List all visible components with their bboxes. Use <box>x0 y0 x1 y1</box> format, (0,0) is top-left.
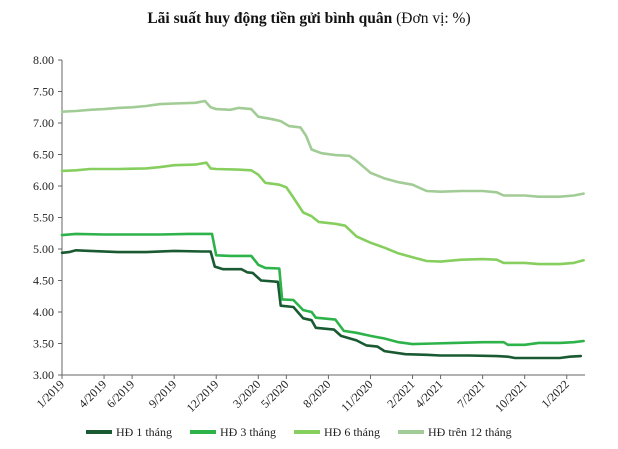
x-tick-label: 3/2020 <box>230 377 263 410</box>
x-tick-label: 4/2021 <box>412 377 445 410</box>
y-tick-label: 5.50 <box>33 211 54 225</box>
x-tick-label: 9/2019 <box>146 377 179 410</box>
x-tick-label: 11/2020 <box>338 377 375 414</box>
y-tick-label: 8.00 <box>33 53 54 67</box>
y-tick-label: 6.50 <box>33 148 54 162</box>
series-line-3 <box>60 161 585 266</box>
chart-title-unit: (Đơn vị: %) <box>396 10 471 27</box>
series-line-2 <box>60 232 585 347</box>
y-tick-label: 7.50 <box>33 85 54 99</box>
legend: HĐ 1 tháng HĐ 3 tháng HĐ 6 tháng HĐ trên 12… <box>86 425 512 439</box>
x-tick-label: 2/2021 <box>384 377 417 410</box>
y-tick-label: 7.00 <box>33 116 54 130</box>
x-tick-label: 6/2019 <box>104 377 137 410</box>
x-tick-label: 8/2020 <box>300 377 333 410</box>
x-tick-label: 4/2019 <box>76 377 109 410</box>
legend-label-4: HĐ trên 12 tháng <box>428 425 512 439</box>
y-tick-label: 4.50 <box>33 274 54 288</box>
y-tick-label: 5.00 <box>33 242 54 256</box>
series-layer <box>60 99 585 360</box>
legend-label-1: HĐ 1 tháng <box>116 425 172 439</box>
y-tick-label: 3.00 <box>33 368 54 382</box>
legend-label-3: HĐ 6 tháng <box>324 425 380 439</box>
chart-title: Lãi suất huy động tiền gửi bình quân <box>147 10 393 27</box>
x-tick-label: 10/2021 <box>492 377 530 415</box>
legend-label-2: HĐ 3 tháng <box>220 425 276 439</box>
series-line-1 <box>60 249 583 360</box>
y-tick-label: 6.00 <box>33 179 54 193</box>
x-tick-label: 1/2019 <box>34 377 67 410</box>
x-tick-label: 7/2021 <box>454 377 487 410</box>
series-line-4 <box>60 99 585 198</box>
x-tick-label: 1/2022 <box>538 377 571 410</box>
y-tick-label: 4.00 <box>33 305 54 319</box>
chart-title-row: Lãi suất huy động tiền gửi bình quân (Đơ… <box>0 10 618 28</box>
x-tick-label: 12/2019 <box>184 377 222 415</box>
y-tick-label: 3.50 <box>33 337 54 351</box>
x-tick-label: 5/2020 <box>258 377 291 410</box>
